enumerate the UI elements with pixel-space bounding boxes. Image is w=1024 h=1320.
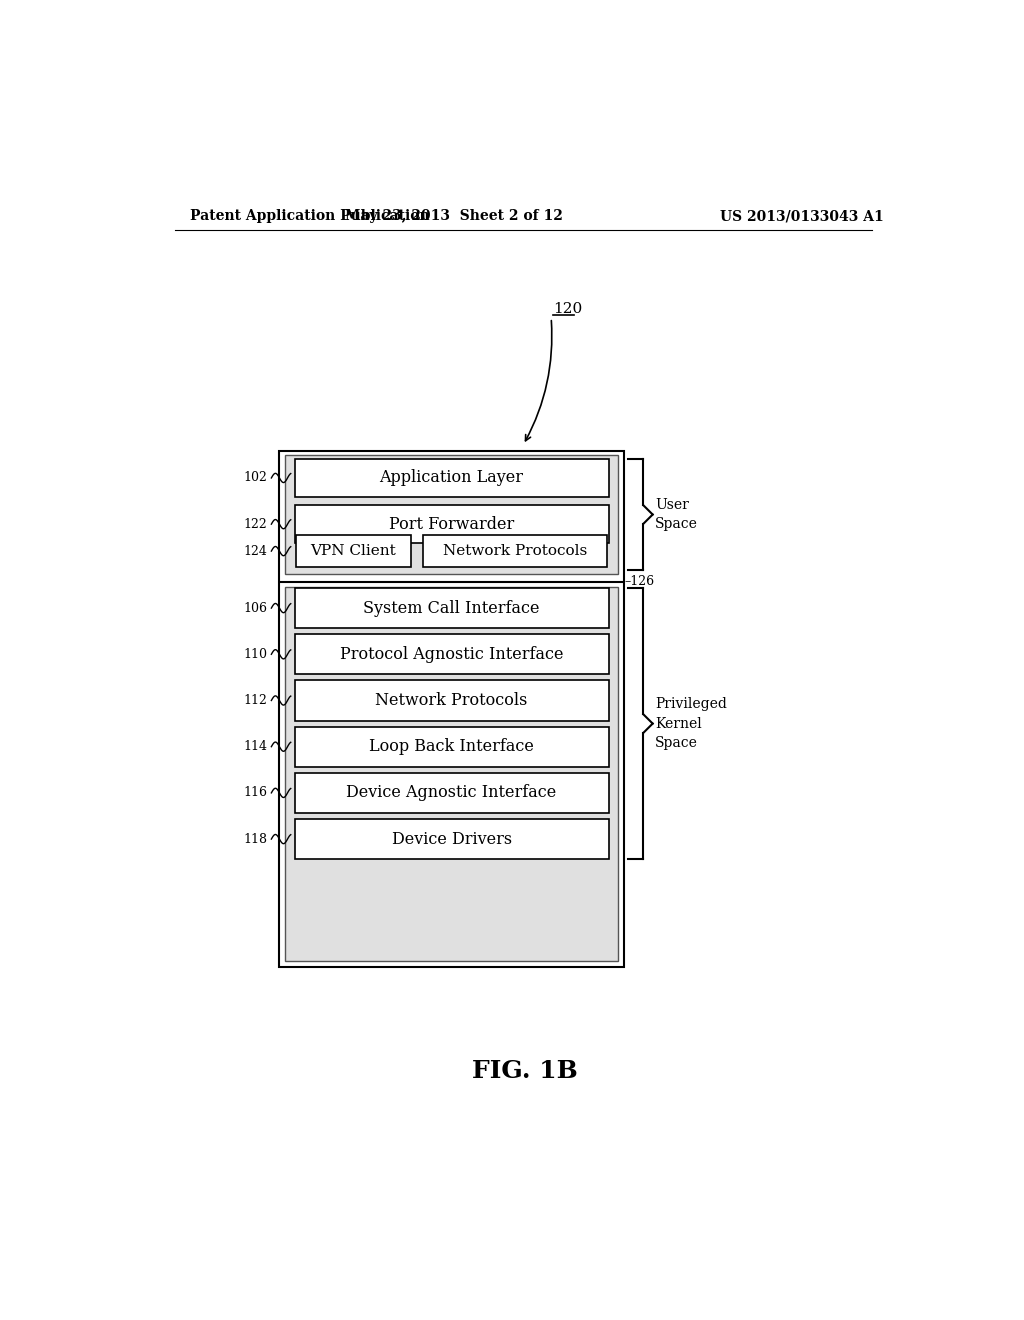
Text: 114: 114 (244, 741, 267, 754)
Text: Device Drivers: Device Drivers (391, 830, 512, 847)
Text: Port Forwarder: Port Forwarder (389, 516, 514, 533)
Text: User
Space: User Space (655, 498, 698, 531)
Bar (295, 459, 608, 498)
Text: –126: –126 (624, 576, 654, 589)
Text: 102: 102 (244, 471, 267, 484)
Text: Patent Application Publication: Patent Application Publication (190, 209, 430, 223)
Bar (295, 589, 608, 628)
Bar (295, 818, 608, 859)
Text: 110: 110 (244, 648, 267, 661)
Text: Protocol Agnostic Interface: Protocol Agnostic Interface (340, 645, 563, 663)
Bar (295, 635, 608, 675)
Bar (286, 455, 617, 574)
Bar (280, 451, 624, 966)
Text: Network Protocols: Network Protocols (443, 544, 587, 558)
Text: System Call Interface: System Call Interface (364, 599, 540, 616)
Bar (295, 681, 608, 721)
Text: 118: 118 (244, 833, 267, 846)
Text: 122: 122 (244, 517, 267, 531)
Bar (295, 726, 608, 767)
Text: Application Layer: Application Layer (380, 470, 523, 487)
Text: 124: 124 (244, 545, 267, 557)
Text: US 2013/0133043 A1: US 2013/0133043 A1 (720, 209, 884, 223)
Bar (295, 774, 608, 813)
Bar (286, 586, 617, 961)
Bar (295, 506, 608, 544)
Bar (423, 535, 607, 568)
Text: 120: 120 (553, 301, 582, 315)
Text: Loop Back Interface: Loop Back Interface (369, 738, 534, 755)
Text: May 23, 2013  Sheet 2 of 12: May 23, 2013 Sheet 2 of 12 (344, 209, 562, 223)
Text: Device Agnostic Interface: Device Agnostic Interface (346, 784, 557, 801)
Bar (296, 535, 411, 568)
Text: Privileged
Kernel
Space: Privileged Kernel Space (655, 697, 727, 750)
Text: 106: 106 (244, 602, 267, 615)
Text: VPN Client: VPN Client (310, 544, 396, 558)
Text: FIG. 1B: FIG. 1B (472, 1059, 578, 1082)
Text: 112: 112 (244, 694, 267, 708)
Text: Network Protocols: Network Protocols (376, 692, 527, 709)
Text: 116: 116 (244, 787, 267, 800)
